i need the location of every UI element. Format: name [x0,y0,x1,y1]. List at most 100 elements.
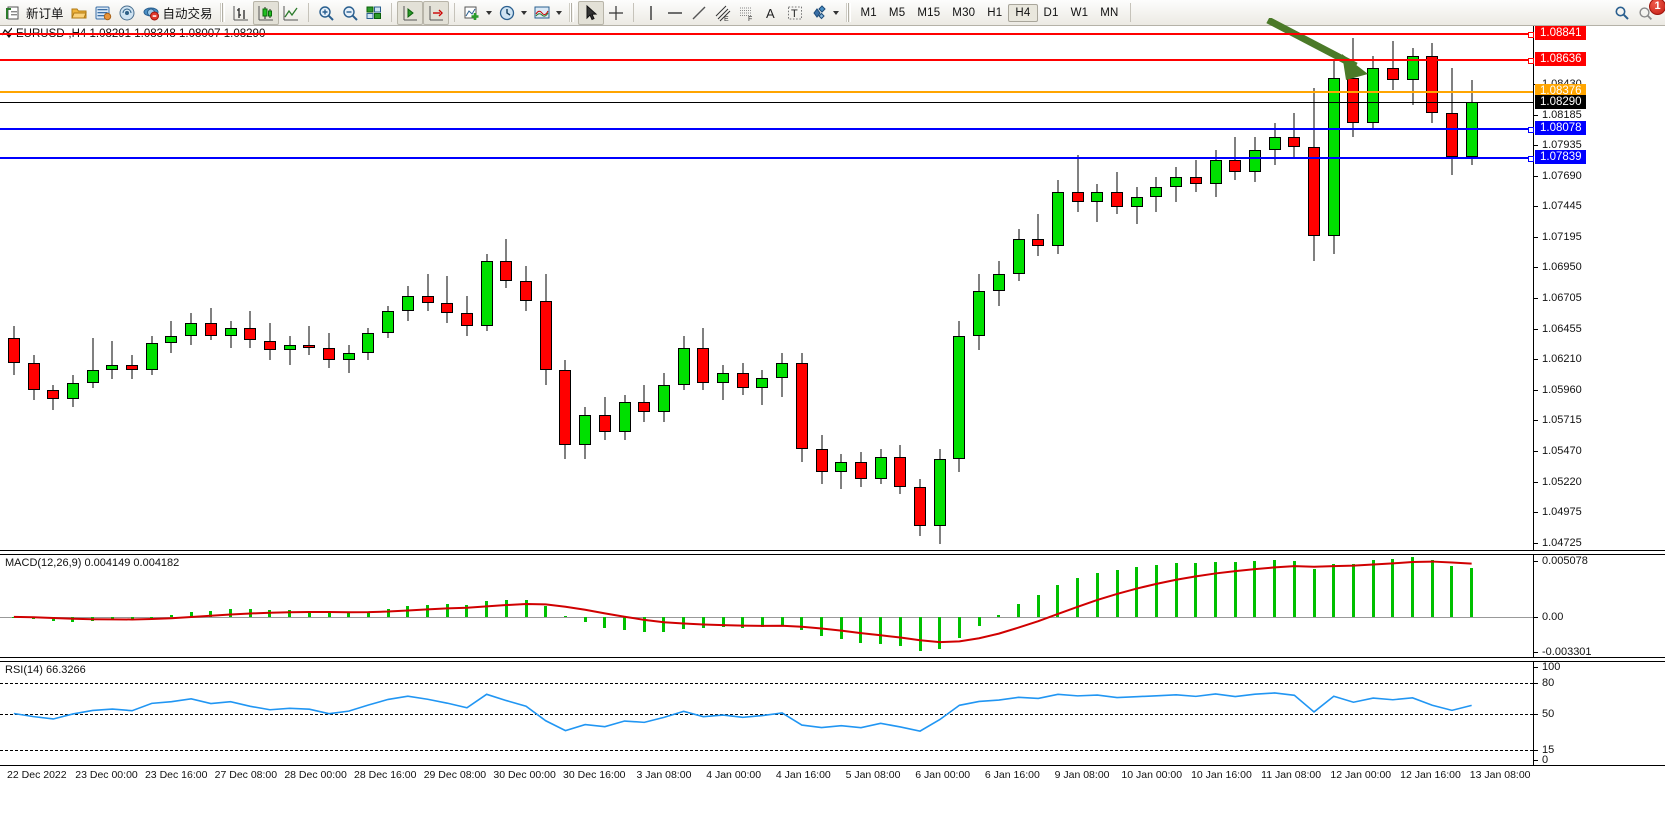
toolbar-grip-2[interactable] [568,3,574,22]
folder-button[interactable] [67,1,91,25]
shapes-dropdown-caret[interactable] [832,10,839,15]
price-tick: 1.08185 [1534,109,1582,121]
macd-histogram-bar [977,616,981,626]
timeframe-m15[interactable]: M15 [917,6,941,19]
level-handle[interactable] [1528,126,1534,133]
periods-dropdown-caret[interactable] [520,10,527,15]
crosshair-button[interactable] [604,1,628,25]
fibonacci-button[interactable]: F [735,1,759,25]
candlestick [579,26,592,550]
candlestick [500,26,513,550]
zoom-out-button[interactable] [338,1,362,25]
candlestick [717,26,730,550]
candle-wick [427,273,429,311]
candlestick [185,26,198,550]
candlestick-chart-button[interactable] [252,0,279,25]
timeframe-d1[interactable]: D1 [1043,6,1059,19]
level-line-1.08290[interactable] [0,101,1533,103]
auto-scroll-button[interactable] [422,0,449,25]
macd-histogram-bar [1430,559,1434,617]
tile-windows-button[interactable] [362,1,386,25]
macd-histogram-bar [918,616,922,652]
macd-histogram-bar [1391,558,1395,617]
price-tick: 1.06455 [1534,323,1582,335]
search-button[interactable] [1610,1,1634,25]
price-pane[interactable]: EURUSD-,H4 1.08291 1.08348 1.08007 1.082… [0,18,1665,551]
time-label: 29 Dec 08:00 [423,769,487,781]
vertical-line-button[interactable] [639,1,663,25]
svg-text:F: F [748,16,752,22]
price-plot[interactable] [0,26,1533,550]
broadcast-button[interactable] [115,1,139,25]
candle-body-bearish [244,328,257,341]
price-tag-resistance-upper: 1.08841 [1535,26,1586,41]
line-chart-button[interactable] [279,1,303,25]
zoom-in-button[interactable] [314,1,338,25]
candlestick [914,26,927,550]
level-handle[interactable] [1528,156,1534,163]
level-line-1.08636[interactable] [0,57,1534,64]
candlestick [303,26,316,550]
macd-pane[interactable]: MACD(12,26,9) 0.004149 0.004182 0.005078… [0,554,1665,658]
toolbar-grip-1[interactable] [219,3,225,22]
rsi-level-80 [0,682,1533,684]
timeframe-w1[interactable]: W1 [1070,6,1089,19]
chart-shift-button[interactable] [396,0,423,25]
macd-histogram-bar [997,614,1001,617]
terminal-button[interactable] [91,1,115,25]
price-tick: 1.05715 [1534,414,1582,426]
timeframe-m5[interactable]: M5 [888,6,906,19]
level-line-1.08376[interactable] [0,90,1533,93]
templates-dropdown-caret[interactable] [555,10,562,15]
timeframe-m1[interactable]: M1 [860,6,877,19]
text-label-button[interactable]: T [783,1,807,25]
candle-body-bullish [776,362,789,378]
price-axis[interactable]: 1.084301.081851.079351.076901.074451.071… [1533,26,1665,550]
timeframe-m30[interactable]: M30 [952,6,976,19]
cursor-button[interactable] [577,0,604,25]
chart-area[interactable]: EURUSD-,H4 1.08291 1.08348 1.08007 1.082… [0,18,1665,833]
search-icon [1613,4,1631,22]
shapes-button[interactable] [807,1,842,25]
auto-trading-button[interactable]: 自动交易 [139,1,216,25]
rsi-pane[interactable]: RSI(14) 66.3266 100 80 50 15 0 [0,661,1665,766]
time-axis[interactable]: 22 Dec 2022 23 Dec 00:00 23 Dec 16:00 27 De… [0,766,1665,786]
candle-body-bearish [815,449,828,472]
level-line-1.08078[interactable] [0,126,1534,133]
indicators-dropdown-caret[interactable] [485,10,492,15]
new-order-button[interactable]: 新订单 [2,1,67,25]
price-tick: 1.06210 [1534,353,1582,365]
toolbar-grip-3[interactable] [845,3,851,22]
candlestick [342,26,355,550]
candlestick [933,26,946,550]
level-handle[interactable] [1528,32,1534,39]
toolbar-separator-5 [1129,3,1131,22]
candle-body-bullish [1051,191,1064,247]
notifications-button[interactable]: 1 [1634,0,1665,25]
rsi-plot[interactable] [0,662,1533,765]
candle-body-bullish [86,370,99,383]
level-line-1.07839[interactable] [0,156,1534,163]
timeframe-h4[interactable]: H4 [1008,3,1038,22]
candle-body-bullish [185,323,198,336]
time-label: 28 Dec 00:00 [284,769,347,781]
equidistant-channel-button[interactable]: E [711,1,735,25]
indicators-icon [463,4,481,22]
level-handle[interactable] [1528,57,1534,64]
macd-plot[interactable] [0,555,1533,657]
chart-menu-caret-icon[interactable] [5,33,13,38]
rsi-axis: 100 80 50 15 0 [1533,661,1665,766]
rsi-level-15 [0,749,1533,751]
bar-chart-button[interactable] [229,1,253,25]
timeframe-h1[interactable]: H1 [987,6,1003,19]
level-line-1.08841[interactable] [0,32,1534,39]
horizontal-line-button[interactable] [663,1,687,25]
timeframe-mn[interactable]: MN [1100,6,1119,19]
periods-button[interactable] [495,1,530,25]
templates-button[interactable] [530,1,565,25]
indicators-button[interactable] [460,1,495,25]
text-button[interactable]: A [759,1,783,25]
macd-histogram-bar [800,616,804,631]
time-label: 4 Jan 16:00 [775,769,831,781]
trendline-button[interactable] [687,1,711,25]
